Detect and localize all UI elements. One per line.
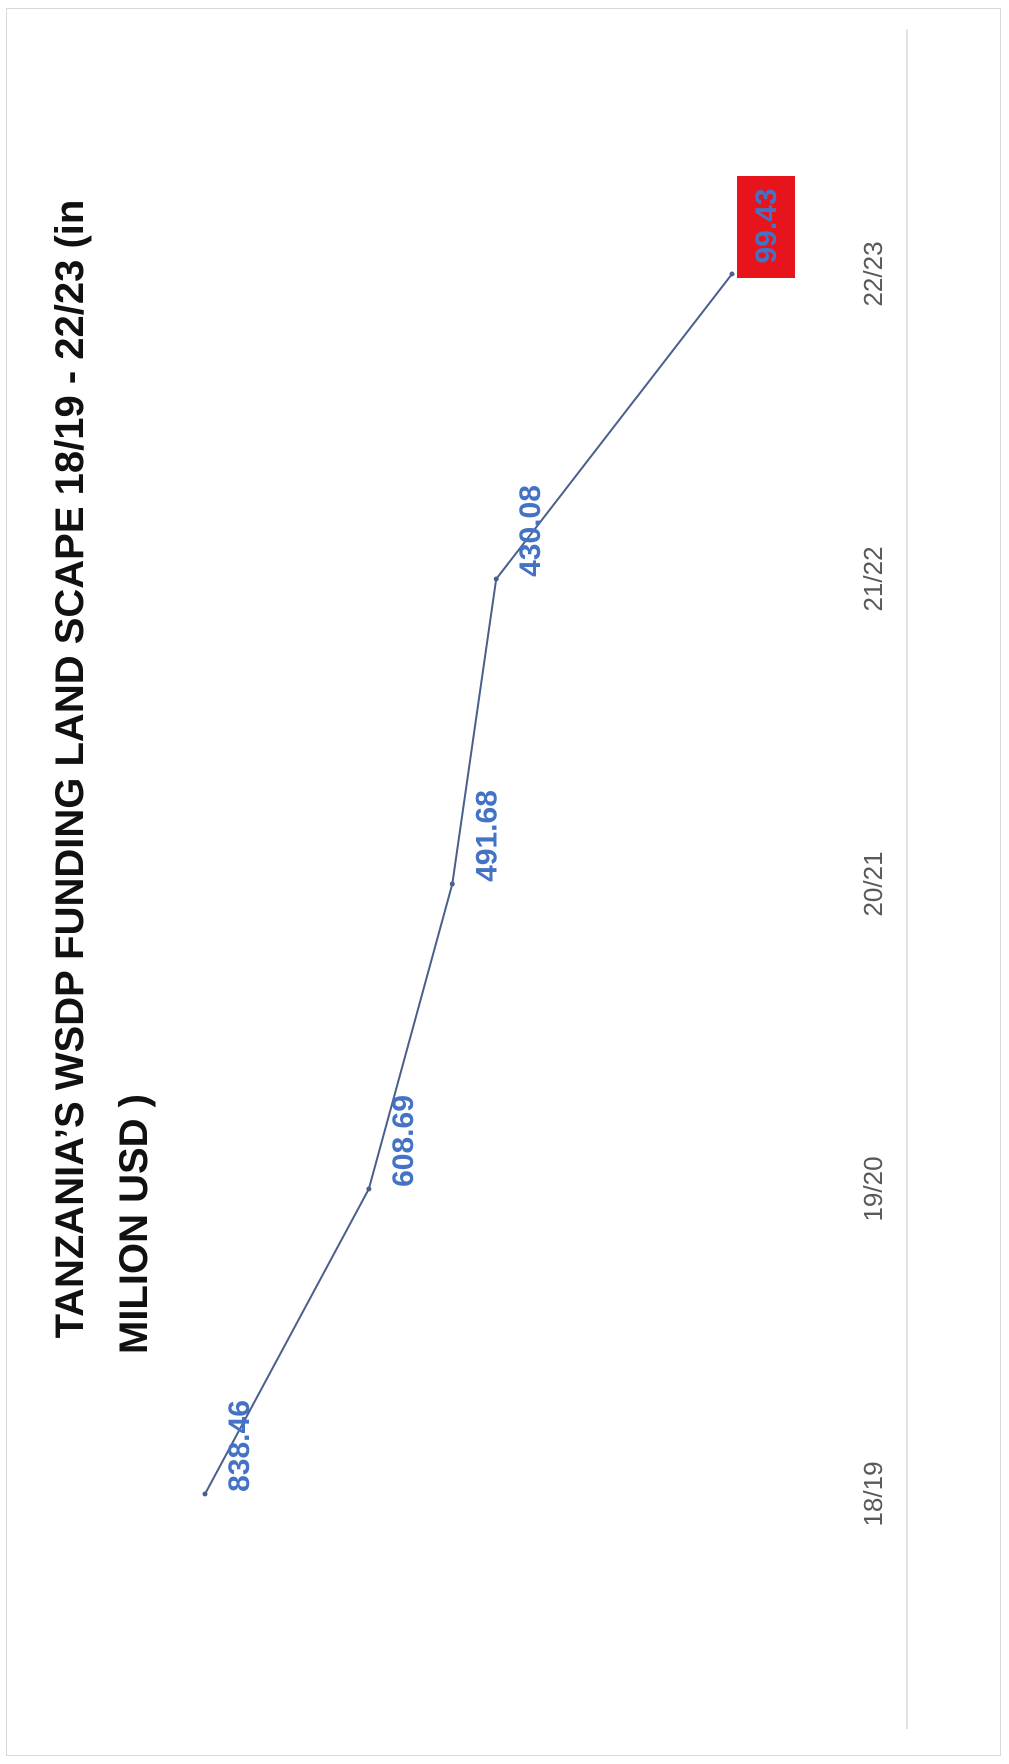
data-label: 99.43: [750, 188, 783, 263]
category-tick-label: 19/20: [858, 1156, 888, 1221]
series-line: [204, 273, 733, 1495]
data-label: 838.46: [223, 1400, 256, 1492]
data-point: [366, 1186, 372, 1192]
data-label: 608.69: [387, 1095, 420, 1187]
data-point: [729, 271, 735, 277]
data-label: 430.08: [514, 485, 547, 577]
data-label: 491.68: [470, 790, 503, 882]
data-point: [202, 1491, 208, 1497]
chart-title-line-1: TANZANIA’S WSDP FUNDING LAND SCAPE 18/19…: [48, 200, 92, 1339]
category-tick-label: 21/22: [858, 546, 888, 611]
category-tick-label: 22/23: [858, 241, 888, 306]
data-point: [493, 576, 499, 582]
line-chart: TANZANIA’S WSDP FUNDING LAND SCAPE 18/19…: [48, 29, 908, 1729]
chart-frame: TANZANIA’S WSDP FUNDING LAND SCAPE 18/19…: [6, 8, 1001, 1756]
highlight-label-box: [737, 176, 795, 278]
category-tick-label: 18/19: [858, 1461, 888, 1526]
chart-title-line-2: MILION USD ): [112, 1094, 156, 1354]
category-tick-label: 20/21: [858, 851, 888, 916]
data-point: [449, 881, 455, 887]
